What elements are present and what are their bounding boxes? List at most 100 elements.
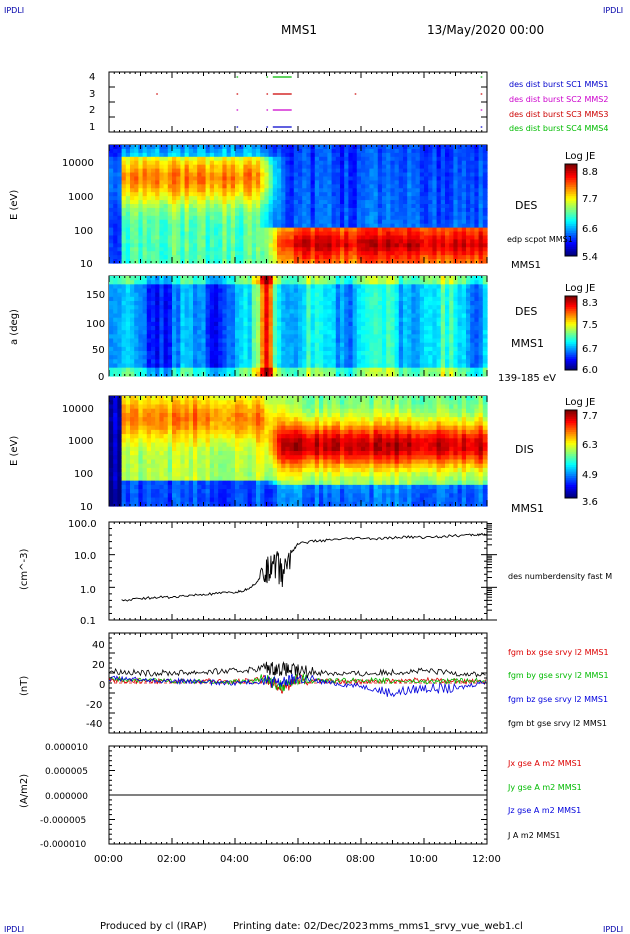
des-energy-spectrogram-cell: [121, 156, 127, 162]
des-energy-spectrogram-cell: [327, 215, 333, 221]
des-energy-spectrogram-cell: [310, 168, 316, 174]
des-energy-spectrogram-cell: [440, 255, 446, 260]
des-energy-spectrogram-cell: [117, 219, 123, 225]
des-pitch-spectrogram-cell: [289, 309, 295, 315]
des-energy-spectrogram-cell: [251, 160, 257, 166]
des-energy-spectrogram-cell: [172, 219, 177, 225]
des-energy-spectrogram-cell: [457, 247, 463, 252]
des-energy-spectrogram-cell: [130, 207, 135, 213]
des-energy-spectrogram-cell: [214, 223, 219, 229]
des-energy-spectrogram-cell: [440, 231, 446, 237]
des-pitch-spectrogram-cell: [411, 305, 417, 310]
des-energy-spectrogram-cell: [172, 251, 177, 256]
des-energy-spectrogram-cell: [205, 227, 211, 233]
des-energy-spectrogram-cell: [298, 215, 303, 221]
des-pitch-spectrogram-cell: [428, 363, 433, 369]
des-pitch-spectrogram-cell: [474, 296, 480, 302]
des-energy-spectrogram-cell: [151, 148, 156, 154]
des-pitch-spectrogram-cell: [445, 326, 450, 331]
des-energy-spectrogram-cell: [432, 192, 438, 197]
des-pitch-spectrogram-cell: [411, 326, 417, 331]
des-energy-spectrogram-cell: [180, 231, 186, 237]
dis-energy-spectrogram-cell: [113, 484, 118, 490]
des-pitch-spectrogram-cell: [415, 284, 421, 290]
des-energy-spectrogram-cell: [482, 148, 488, 154]
des-energy-spectrogram-cell: [235, 215, 240, 221]
des-pitch-spectrogram-cell: [445, 371, 450, 377]
des-pitch-spectrogram-cell: [260, 317, 265, 323]
des-pitch-spectrogram-cell: [138, 280, 144, 285]
dis-energy-spectrogram-cell: [125, 434, 131, 439]
des-pitch-spectrogram-cell: [323, 292, 328, 298]
des-pitch-spectrogram-cell: [113, 292, 118, 298]
des-energy-spectrogram-cell: [251, 259, 257, 264]
des-energy-spectrogram-cell: [314, 184, 320, 189]
des-energy-spectrogram-cell: [340, 219, 345, 225]
des-energy-spectrogram-cell: [205, 168, 211, 174]
des-pitch-spectrogram-cell: [142, 367, 148, 373]
des-pitch-spectrogram-cell: [268, 301, 274, 306]
des-energy-spectrogram-cell: [151, 172, 156, 178]
des-pitch-spectrogram-cell: [289, 276, 295, 281]
des-pitch-spectrogram-cell: [470, 288, 475, 294]
des-pitch-spectrogram-cell: [352, 292, 358, 298]
des-pitch-spectrogram-cell: [289, 342, 295, 348]
des-energy-spectrogram-cell: [121, 192, 127, 197]
des-energy-spectrogram-cell: [289, 164, 295, 170]
des-energy-spectrogram-cell: [411, 255, 417, 260]
des-pitch-spectrogram-cell: [445, 355, 450, 360]
des-pitch-spectrogram-cell: [151, 301, 156, 306]
des-pitch-spectrogram-cell: [176, 305, 181, 310]
des-energy-spectrogram-cell: [226, 188, 232, 193]
des-energy-spectrogram-cell: [298, 152, 303, 158]
des-pitch-spectrogram-cell: [281, 338, 286, 344]
des-pitch-spectrogram-cell: [319, 371, 324, 377]
des-energy-spectrogram-cell: [235, 196, 240, 201]
des-pitch-spectrogram-cell: [138, 284, 144, 290]
des-energy-spectrogram-cell: [172, 239, 177, 244]
des-energy-spectrogram-cell: [470, 231, 475, 237]
des-pitch-spectrogram-cell: [344, 288, 349, 294]
des-energy-spectrogram-cell: [167, 145, 173, 150]
des-energy-spectrogram-cell: [277, 243, 282, 248]
des-pitch-spectrogram-cell: [310, 338, 316, 344]
des-energy-spectrogram-cell: [331, 148, 337, 154]
des-energy-spectrogram-cell: [419, 172, 425, 178]
des-energy-spectrogram-cell: [184, 211, 190, 217]
des-pitch-spectrogram-cell: [382, 371, 387, 377]
des-energy-spectrogram-cell: [218, 227, 223, 233]
des-energy-spectrogram-cell: [440, 243, 446, 248]
des-pitch-spectrogram-cell: [461, 313, 467, 319]
des-energy-spectrogram-cell: [197, 231, 202, 237]
des-pitch-spectrogram-cell: [230, 288, 236, 294]
des-energy-spectrogram-cell: [130, 196, 135, 201]
des-energy-spectrogram-cell: [436, 255, 442, 260]
des-pitch-spectrogram-cell: [419, 296, 425, 302]
des-pitch-spectrogram-cell: [256, 363, 261, 369]
des-pitch-spectrogram-cell: [394, 317, 400, 323]
des-pitch-spectrogram-cell: [419, 355, 425, 360]
des-pitch-spectrogram-cell: [478, 288, 484, 294]
des-pitch-spectrogram-cell: [314, 280, 320, 285]
des-pitch-spectrogram-cell: [344, 371, 349, 377]
des-energy-spectrogram-cell: [163, 156, 169, 162]
des-energy-spectrogram-cell: [424, 219, 429, 225]
des-pitch-spectrogram-cell: [314, 334, 320, 340]
des-pitch-spectrogram-cell: [369, 313, 375, 319]
des-pitch-spectrogram-cell: [440, 317, 446, 323]
des-pitch-spectrogram-cell: [184, 288, 190, 294]
des-energy-spectrogram-cell: [398, 207, 404, 213]
des-pitch-spectrogram-cell: [264, 342, 270, 348]
des-pitch-spectrogram-cell: [302, 321, 307, 327]
des-pitch-spectrogram-cell: [482, 346, 488, 352]
des-energy-spectrogram-cell: [272, 259, 278, 264]
des-pitch-spectrogram-cell: [159, 309, 165, 315]
des-energy-spectrogram-cell: [121, 160, 127, 166]
des-pitch-spectrogram-cell: [361, 301, 366, 306]
des-energy-spectrogram-cell: [310, 180, 316, 185]
des-energy-spectrogram-cell: [356, 219, 362, 225]
des-energy-spectrogram-cell: [193, 152, 198, 158]
des-energy-spectrogram-cell: [214, 211, 219, 217]
des-pitch-spectrogram-cell: [319, 367, 324, 373]
des-pitch-spectrogram-cell: [167, 330, 173, 335]
